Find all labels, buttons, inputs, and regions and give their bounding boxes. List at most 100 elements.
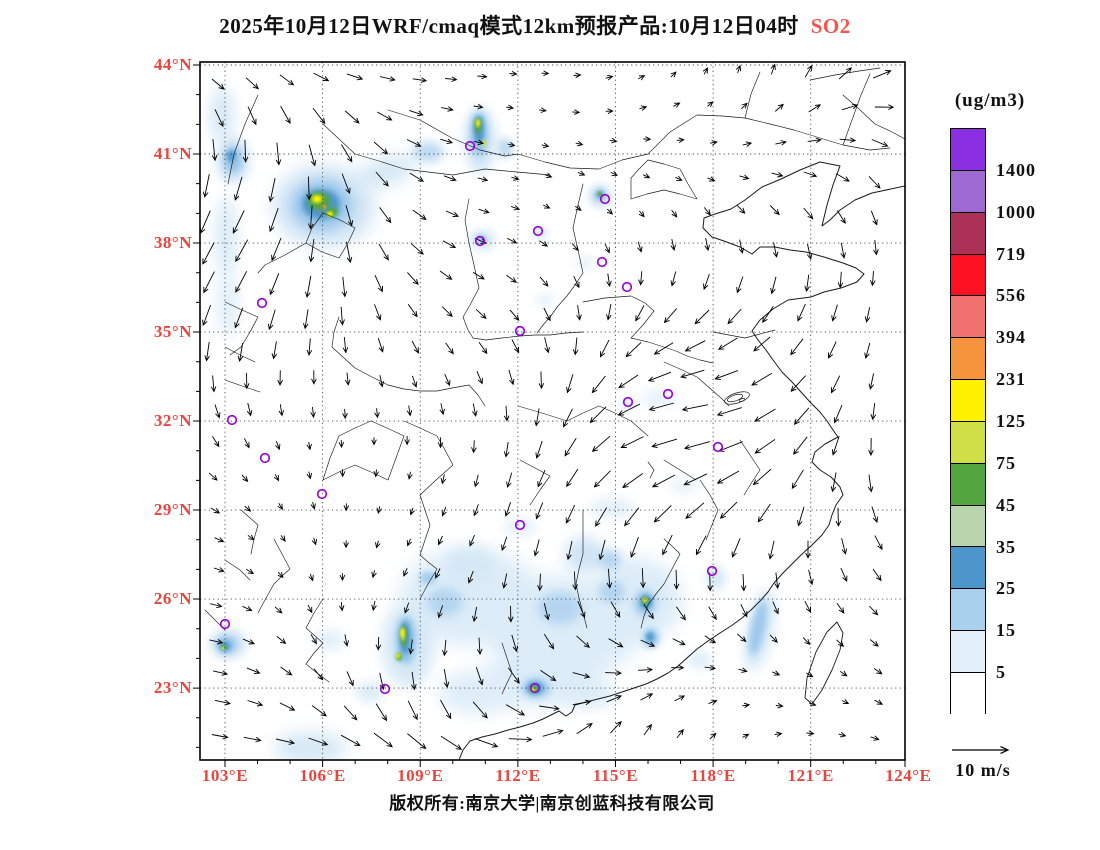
reference-arrow-glyph bbox=[952, 746, 1010, 754]
page-title: 2025年10月12日WRF/cmaq模式12km预报产品:10月12日04时 S… bbox=[219, 10, 851, 40]
wind-reference-label: 10 m/s bbox=[955, 760, 1011, 780]
pollution-cell bbox=[670, 479, 698, 493]
pollution-cell bbox=[564, 683, 616, 707]
lon-label: 121°E bbox=[787, 766, 834, 785]
lake-contours bbox=[724, 391, 750, 405]
pollution-cell bbox=[646, 632, 654, 642]
station-marker bbox=[662, 388, 674, 400]
title-species: SO2 bbox=[810, 14, 851, 38]
colorbar-label: 75 bbox=[996, 452, 1016, 473]
pollution-cell bbox=[356, 683, 384, 701]
colorbar-label: 35 bbox=[996, 536, 1016, 557]
colorbar-label: 45 bbox=[996, 494, 1016, 515]
station-marker bbox=[379, 683, 391, 695]
wind-reference-arrow bbox=[952, 746, 1010, 754]
lat-label: 35°N bbox=[153, 322, 192, 342]
lat-label: 38°N bbox=[153, 233, 192, 253]
station-marker bbox=[622, 396, 634, 408]
station-marker bbox=[712, 441, 724, 453]
station-marker bbox=[529, 682, 541, 694]
pollution-cell bbox=[538, 592, 582, 624]
station-marker bbox=[621, 281, 633, 293]
pollution-cell bbox=[590, 499, 634, 517]
colorbar-segment bbox=[951, 421, 985, 464]
colorbar-label: 15 bbox=[996, 620, 1016, 641]
station-marker bbox=[464, 140, 476, 152]
pollution-cell bbox=[643, 597, 647, 603]
colorbar-label: 1400 bbox=[996, 159, 1036, 180]
station-marker bbox=[259, 452, 271, 464]
lon-label: 112°E bbox=[495, 766, 541, 785]
colorbar-label: 5 bbox=[996, 662, 1006, 683]
station-marker bbox=[226, 414, 238, 426]
lon-label: 115°E bbox=[592, 766, 639, 785]
colorbar-segment bbox=[951, 505, 985, 548]
pollution-cell bbox=[420, 572, 436, 584]
colorbar-segment bbox=[951, 129, 985, 171]
pollution-cell bbox=[597, 191, 603, 197]
wind-vectors bbox=[200, 63, 895, 750]
copyright-footer: 版权所有:南京大学|南京创蓝科技有限公司 bbox=[389, 794, 715, 813]
coastline bbox=[458, 161, 905, 760]
colorbar-segment bbox=[951, 212, 985, 255]
station-marker bbox=[514, 325, 526, 337]
station-marker bbox=[706, 565, 718, 577]
pollution-cell bbox=[316, 630, 344, 650]
colorbar bbox=[950, 128, 986, 715]
pollution-cell bbox=[412, 142, 444, 162]
station-marker bbox=[256, 297, 268, 309]
station-marker bbox=[474, 235, 486, 247]
pollution-cell bbox=[274, 732, 346, 760]
colorbar-segment bbox=[951, 254, 985, 297]
pollution-shading bbox=[210, 87, 776, 760]
lat-label: 23°N bbox=[153, 678, 192, 698]
pollution-cell bbox=[577, 257, 593, 269]
colorbar-segment bbox=[951, 589, 985, 632]
pollution-cell bbox=[354, 155, 416, 189]
colorbar-segment bbox=[951, 380, 985, 422]
pollution-cell bbox=[215, 196, 237, 280]
map-border bbox=[199, 61, 906, 761]
wind-arrow-field bbox=[200, 63, 895, 750]
colorbar-label: 719 bbox=[996, 243, 1026, 264]
pollution-cell bbox=[599, 581, 625, 603]
pollution-cell bbox=[642, 391, 678, 405]
colorbar-segment bbox=[951, 338, 985, 381]
title-main: 2025年10月12日WRF/cmaq模式12km预报产品:10月12日04时 bbox=[219, 14, 799, 38]
colorbar-segment bbox=[951, 631, 985, 673]
pollution-cell bbox=[536, 294, 554, 306]
lat-label: 44°N bbox=[153, 55, 192, 74]
colorbar-label: 231 bbox=[996, 369, 1026, 390]
lat-label: 26°N bbox=[153, 589, 192, 609]
pollution-cell bbox=[400, 629, 404, 637]
lon-label: 106°E bbox=[299, 766, 346, 785]
colorbar-segment bbox=[951, 296, 985, 339]
pollution-cell bbox=[504, 519, 536, 535]
station-marker bbox=[514, 519, 526, 531]
colorbar-segment bbox=[951, 463, 985, 506]
pollution-cell bbox=[532, 227, 548, 239]
pollution-cell bbox=[312, 195, 322, 203]
station-marker bbox=[599, 193, 611, 205]
pollution-cell bbox=[706, 566, 726, 590]
colorbar-label: 394 bbox=[996, 327, 1026, 348]
colorbar-label: 1000 bbox=[996, 201, 1036, 222]
colorbar-label: 125 bbox=[996, 411, 1026, 431]
pollution-cell bbox=[218, 273, 238, 337]
colorbar-label: 25 bbox=[996, 578, 1016, 599]
lon-label: 118°E bbox=[690, 766, 736, 785]
pollution-cell bbox=[396, 653, 400, 659]
lon-label: 103°E bbox=[201, 766, 249, 785]
station-markers bbox=[219, 140, 724, 695]
pollution-cell bbox=[481, 140, 487, 146]
pollution-cell bbox=[476, 119, 480, 127]
lat-label: 29°N bbox=[153, 500, 192, 520]
pollution-cell bbox=[497, 138, 513, 158]
lat-label: 41°N bbox=[153, 144, 192, 163]
map-frame bbox=[193, 61, 906, 767]
station-marker bbox=[596, 256, 608, 268]
pollution-cell bbox=[749, 600, 767, 656]
station-marker bbox=[219, 618, 231, 630]
